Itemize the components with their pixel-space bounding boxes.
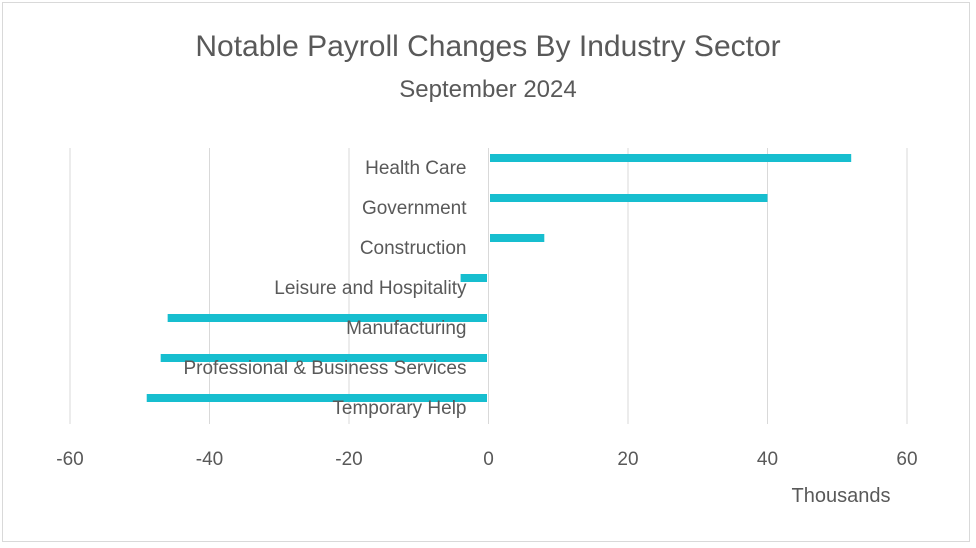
x-tick-labels: -60 -40 -20 0 20 40 60	[56, 449, 917, 470]
bar	[167, 314, 487, 322]
category-label: Manufacturing	[346, 318, 466, 339]
bar	[490, 154, 852, 162]
chart-title: Notable Payroll Changes By Industry Sect…	[195, 30, 781, 63]
category-labels: Health Care Government Construction Leisure…	[183, 158, 467, 419]
chart-subtitle: September 2024	[399, 76, 577, 103]
x-tick-label: -60	[56, 449, 83, 470]
x-tick-label: 40	[757, 449, 778, 470]
category-label: Government	[362, 198, 467, 219]
grid-lines	[69, 148, 908, 424]
category-label: Professional & Business Services	[183, 358, 466, 379]
x-tick-label: 0	[483, 449, 494, 470]
chart-frame	[2, 2, 970, 542]
bar	[490, 194, 768, 202]
x-tick-label: 60	[896, 449, 917, 470]
x-tick-label: -20	[335, 449, 362, 470]
bar	[160, 354, 488, 362]
category-label: Temporary Help	[332, 398, 466, 419]
x-tick-label: 20	[617, 449, 638, 470]
x-axis-label: Thousands	[792, 485, 891, 507]
category-label: Health Care	[365, 158, 466, 179]
bar	[146, 394, 487, 402]
category-label: Construction	[360, 238, 467, 259]
x-tick-label: -40	[196, 449, 223, 470]
bar	[490, 234, 545, 242]
bar	[460, 274, 487, 282]
bars	[146, 154, 852, 402]
category-label: Leisure and Hospitality	[274, 278, 467, 299]
